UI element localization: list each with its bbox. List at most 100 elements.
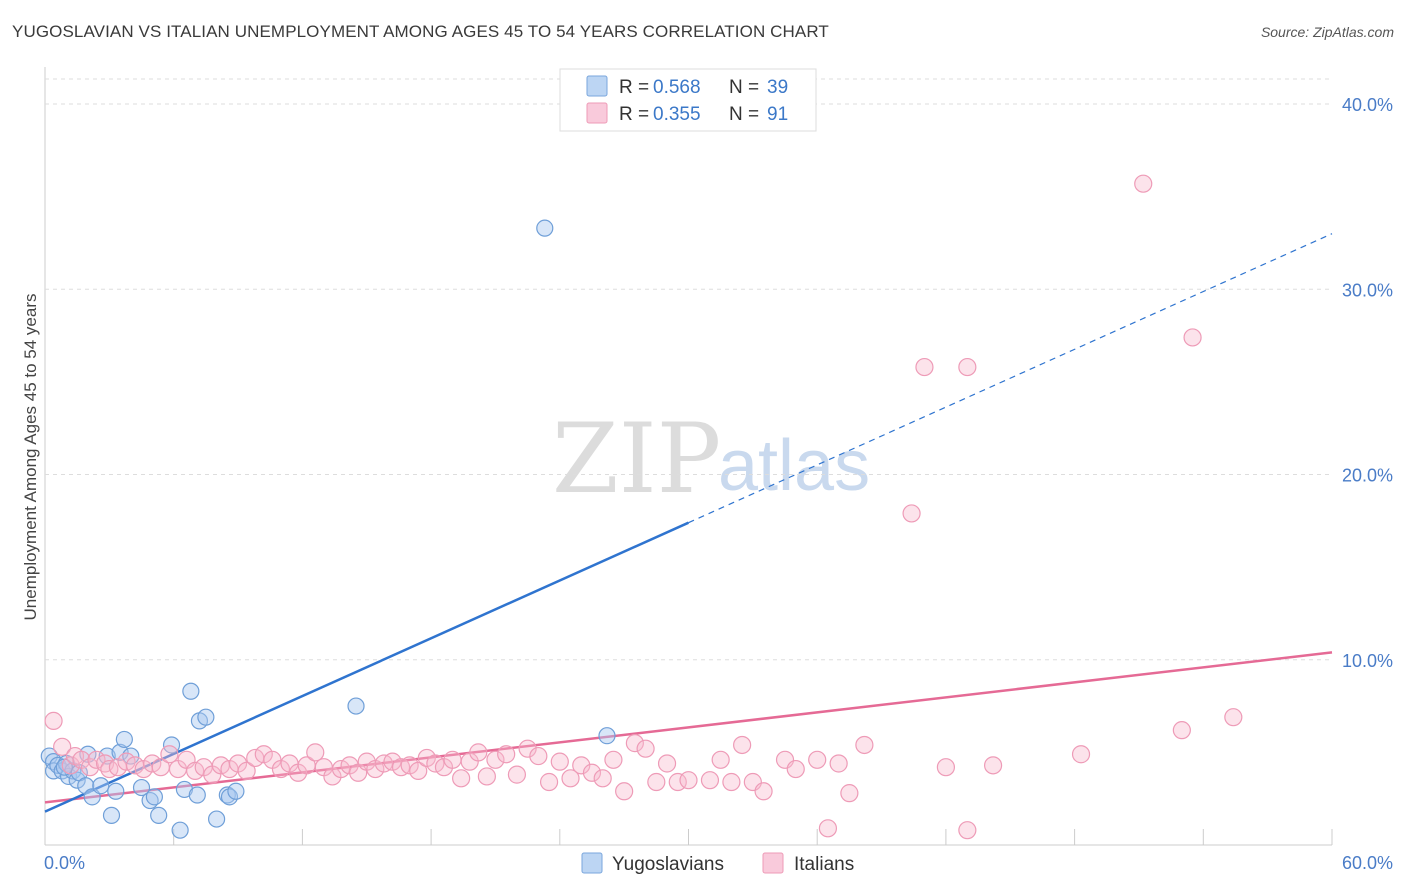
italian-point-57 bbox=[529, 746, 548, 766]
italian-point-56 bbox=[518, 739, 537, 758]
italian-point-24 bbox=[237, 761, 256, 781]
italian-point-55 bbox=[507, 765, 527, 784]
italian-point-15 bbox=[160, 745, 179, 764]
italian-point-5 bbox=[80, 758, 100, 777]
legend-n-value-2: 91 bbox=[767, 104, 788, 125]
correlation-legend: R = 0.568 N = 39 R = 0.355 N = 91 bbox=[559, 68, 817, 132]
italian-point-59 bbox=[550, 752, 569, 771]
italian-point-91 bbox=[1071, 745, 1091, 764]
x-tick-label-min: 0.0% bbox=[44, 853, 85, 873]
italian-point-32 bbox=[306, 743, 325, 762]
bottom-legend-label-yugoslavians: Yugoslavians bbox=[612, 854, 724, 875]
bottom-legend-label-italians: Italians bbox=[794, 854, 854, 875]
yugoslavian-trend-dashed bbox=[688, 233, 1333, 524]
x-ticks bbox=[44, 829, 1333, 845]
italian-point-61 bbox=[572, 756, 591, 775]
legend-r-value-1: 0.568 bbox=[653, 77, 701, 98]
yugoslavian-trend-solid bbox=[44, 521, 690, 813]
yugoslavian-point-27 bbox=[182, 682, 200, 700]
italian-point-60 bbox=[561, 769, 580, 788]
italian-point-73 bbox=[711, 750, 730, 769]
legend-swatch-yugoslavians bbox=[586, 75, 608, 97]
italian-point-72 bbox=[700, 771, 720, 790]
legend-swatch-italians bbox=[586, 102, 608, 124]
italian-point-86 bbox=[915, 357, 934, 377]
y-tick-labels: 10.0% 20.0% 30.0% 40.0% bbox=[1342, 95, 1393, 671]
y-tick-label-20: 20.0% bbox=[1342, 466, 1393, 486]
source-credit: Source: ZipAtlas.com bbox=[1260, 24, 1394, 40]
italian-point-49 bbox=[452, 769, 471, 788]
yugoslavian-point-22 bbox=[145, 788, 163, 806]
watermark-atlas: atlas bbox=[718, 426, 870, 506]
italian-point-84 bbox=[855, 735, 874, 755]
yugoslavian-point-30 bbox=[197, 708, 215, 726]
italian-point-65 bbox=[615, 782, 634, 801]
italian-point-68 bbox=[647, 772, 666, 792]
trend-lines bbox=[44, 233, 1333, 813]
italian-point-94 bbox=[1183, 328, 1202, 347]
italian-point-83 bbox=[840, 784, 859, 803]
yugoslavian-point-14 bbox=[98, 747, 116, 765]
x-tick-label-max: 60.0% bbox=[1342, 853, 1393, 873]
bottom-legend-swatch-italians bbox=[762, 852, 784, 874]
italian-point-74 bbox=[722, 772, 741, 792]
italian-point-2 bbox=[61, 756, 80, 775]
italian-point-93 bbox=[1172, 721, 1191, 740]
italian-point-48 bbox=[443, 750, 462, 769]
y-tick-label-40: 40.0% bbox=[1342, 95, 1393, 115]
legend-r-value-2: 0.355 bbox=[653, 104, 701, 125]
italian-point-81 bbox=[818, 819, 838, 838]
italian-point-77 bbox=[754, 782, 773, 801]
italian-point-89 bbox=[958, 357, 977, 377]
italian-point-90 bbox=[983, 756, 1003, 775]
watermark: ZIP atlas bbox=[552, 403, 870, 515]
italian-point-51 bbox=[469, 743, 488, 762]
yugoslavian-point-37 bbox=[598, 727, 616, 745]
yugoslavian-point-18 bbox=[115, 730, 133, 749]
yugoslavian-point-13 bbox=[92, 777, 110, 795]
watermark-zip: ZIP bbox=[552, 403, 721, 515]
italian-point-63 bbox=[593, 769, 612, 788]
yugoslavian-point-17 bbox=[111, 743, 129, 761]
yugoslavian-point-26 bbox=[175, 780, 194, 799]
italian-point-67 bbox=[636, 739, 655, 758]
legend-n-value-1: 39 bbox=[767, 77, 788, 98]
italian-point-52 bbox=[477, 767, 496, 786]
series-legend: Yugoslavians Italians bbox=[581, 852, 854, 875]
italian-points bbox=[44, 174, 1243, 840]
yugoslavian-point-36 bbox=[536, 219, 554, 237]
italian-point-88 bbox=[958, 821, 977, 840]
bottom-legend-swatch-yugoslavians bbox=[581, 852, 603, 874]
yugoslavian-point-23 bbox=[150, 806, 168, 824]
legend-r-label-2: R = bbox=[619, 104, 649, 125]
y-tick-label-30: 30.0% bbox=[1342, 280, 1393, 300]
italian-point-66 bbox=[625, 734, 644, 753]
yugoslavian-point-34 bbox=[227, 782, 245, 800]
italian-point-75 bbox=[733, 735, 752, 755]
gridlines bbox=[45, 78, 1332, 661]
italian-point-82 bbox=[829, 754, 848, 773]
yugoslavian-point-25 bbox=[171, 821, 189, 839]
italian-point-71 bbox=[679, 771, 698, 790]
italian-point-62 bbox=[582, 763, 602, 782]
yugoslavian-point-16 bbox=[107, 782, 125, 800]
italian-point-58 bbox=[539, 772, 559, 792]
legend-r-label-1: R = bbox=[619, 77, 649, 98]
italian-point-95 bbox=[1224, 708, 1243, 727]
italian-point-64 bbox=[604, 750, 623, 769]
yugoslavian-point-31 bbox=[208, 810, 226, 828]
italian-point-0 bbox=[44, 711, 63, 730]
y-axis-label: Unemployment Among Ages 45 to 54 years bbox=[21, 294, 40, 621]
yugoslavian-point-28 bbox=[188, 786, 206, 804]
italian-point-79 bbox=[786, 759, 805, 779]
italian-point-92 bbox=[1134, 174, 1153, 193]
italian-point-85 bbox=[902, 504, 921, 523]
italian-point-87 bbox=[936, 758, 956, 777]
italian-point-54 bbox=[497, 745, 516, 764]
italian-point-53 bbox=[486, 750, 505, 769]
italian-point-1 bbox=[53, 737, 72, 756]
italian-point-69 bbox=[657, 754, 677, 773]
legend-n-label-1: N = bbox=[729, 77, 759, 98]
legend-n-label-2: N = bbox=[729, 104, 759, 125]
